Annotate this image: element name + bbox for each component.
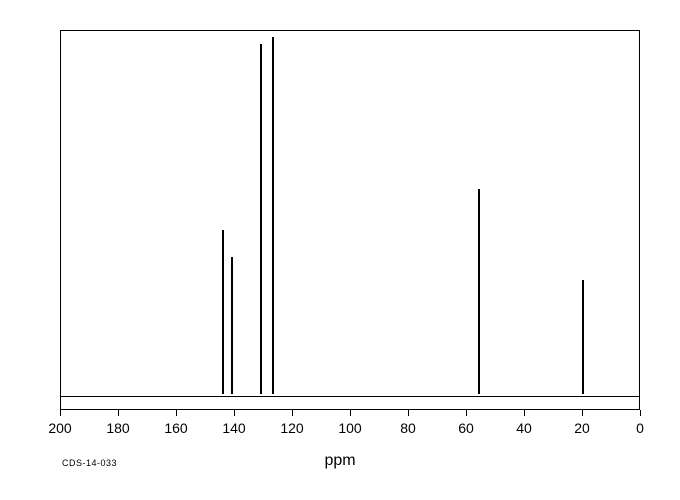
x-tick (176, 410, 177, 416)
x-tick (466, 410, 467, 416)
x-tick (60, 410, 61, 416)
x-tick (118, 410, 119, 416)
sample-id-label: CDS-14-033 (62, 458, 117, 468)
x-tick-label: 100 (338, 420, 361, 436)
x-tick (350, 410, 351, 416)
peak (231, 257, 233, 394)
x-tick-label: 140 (222, 420, 245, 436)
x-tick-label: 60 (458, 420, 474, 436)
peak (260, 44, 262, 394)
x-tick (292, 410, 293, 416)
x-tick-label: 120 (280, 420, 303, 436)
x-tick (640, 410, 641, 416)
x-tick-label: 40 (516, 420, 532, 436)
peak (222, 230, 224, 393)
peak (582, 280, 584, 394)
x-tick-label: 0 (636, 420, 644, 436)
x-tick-label: 160 (164, 420, 187, 436)
x-tick (524, 410, 525, 416)
x-tick (582, 410, 583, 416)
x-axis-label: ppm (324, 452, 355, 470)
plot-container: 200180160140120100806040200 (60, 30, 640, 410)
x-tick-label: 200 (48, 420, 71, 436)
peak (478, 189, 480, 394)
x-tick-label: 80 (400, 420, 416, 436)
x-tick (234, 410, 235, 416)
plot-frame (60, 30, 640, 410)
peak (272, 37, 274, 394)
x-tick (408, 410, 409, 416)
baseline (61, 396, 639, 397)
x-tick-label: 180 (106, 420, 129, 436)
x-tick-label: 20 (574, 420, 590, 436)
